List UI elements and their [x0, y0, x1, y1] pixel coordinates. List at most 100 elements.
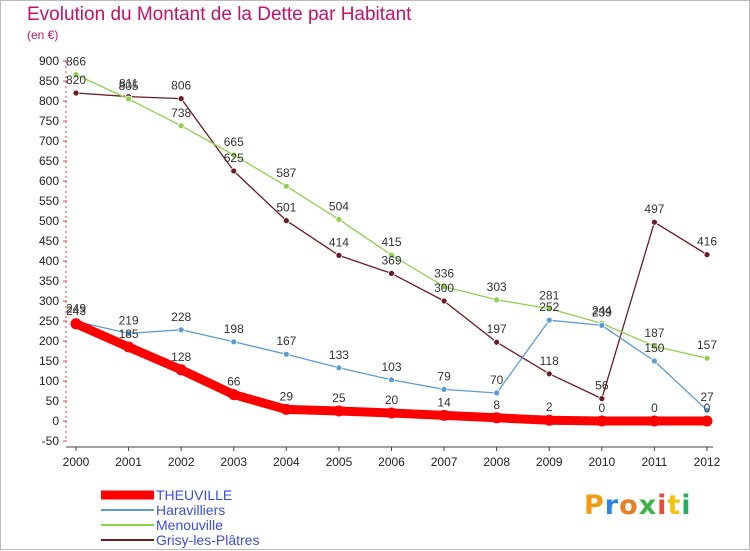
data-label: 252 — [539, 300, 559, 314]
y-tick-label: 200 — [39, 334, 59, 348]
data-label: 66 — [227, 375, 241, 389]
data-point — [333, 405, 345, 417]
x-tick-label: 2010 — [588, 455, 615, 469]
data-point — [701, 415, 713, 427]
data-point — [228, 389, 240, 401]
data-point — [703, 251, 711, 259]
y-tick-label: -50 — [42, 434, 60, 448]
data-label: 0 — [598, 401, 605, 415]
chart-subtitle: (en €) — [27, 28, 59, 42]
data-point — [388, 376, 395, 384]
y-tick-label: 900 — [39, 54, 59, 68]
data-point — [493, 389, 501, 397]
data-point — [651, 357, 658, 365]
data-point — [440, 297, 448, 305]
data-point — [335, 251, 343, 259]
data-label: 369 — [381, 253, 401, 267]
y-tick-label: 350 — [39, 274, 59, 288]
data-point — [177, 95, 185, 102]
data-point — [177, 122, 185, 130]
data-point — [648, 415, 660, 427]
x-tick-label: 2002 — [168, 455, 195, 469]
data-label: 198 — [224, 322, 244, 336]
x-tick-label: 2009 — [536, 455, 563, 469]
data-point — [491, 412, 503, 424]
data-point — [230, 167, 238, 175]
data-label: 128 — [171, 350, 191, 364]
proxiti-logo: Proxiti — [584, 490, 692, 521]
data-label: 300 — [434, 281, 454, 295]
data-label: 103 — [381, 360, 401, 374]
data-label: 504 — [329, 199, 349, 213]
x-tick-label: 2012 — [694, 455, 721, 469]
data-point — [545, 305, 553, 313]
data-label: 56 — [595, 379, 609, 393]
y-tick-label: 400 — [39, 254, 59, 268]
data-label: 29 — [280, 389, 294, 403]
logo-letter: t — [667, 490, 682, 521]
data-point — [70, 318, 82, 330]
data-label: 414 — [329, 235, 349, 249]
y-tick-label: 600 — [39, 174, 59, 188]
y-tick-label: 150 — [39, 354, 59, 368]
data-label: 665 — [224, 135, 244, 149]
data-point — [123, 341, 135, 353]
data-point — [493, 296, 501, 304]
data-label: 0 — [704, 401, 711, 415]
data-point — [543, 414, 555, 426]
legend-label: Haravilliers — [156, 502, 225, 518]
data-label: 133 — [329, 348, 349, 362]
data-label: 501 — [276, 201, 296, 215]
data-point — [545, 370, 553, 378]
data-point — [703, 406, 711, 414]
y-tick-label: 300 — [39, 294, 59, 308]
logo-letter: i — [657, 490, 668, 521]
data-point — [651, 342, 658, 350]
x-tick-label: 2005 — [326, 455, 353, 469]
data-label: 281 — [539, 289, 559, 303]
data-point — [335, 215, 343, 223]
y-tick-label: 450 — [39, 234, 59, 248]
legend-label: Menouville — [156, 517, 223, 533]
data-point — [282, 350, 290, 358]
data-point — [175, 364, 187, 376]
y-tick-label: 750 — [39, 114, 59, 128]
data-point — [230, 338, 238, 346]
data-label: 243 — [66, 304, 86, 318]
data-point — [440, 283, 448, 291]
data-point — [72, 89, 80, 97]
data-point — [598, 321, 606, 329]
data-label: 303 — [487, 280, 507, 294]
data-label: 25 — [332, 391, 346, 405]
data-label: 497 — [644, 202, 664, 216]
data-label: 79 — [437, 369, 451, 383]
legend-label: THEUVILLE — [156, 487, 232, 503]
x-tick-label: 2007 — [431, 455, 458, 469]
data-point — [282, 182, 290, 190]
data-point — [125, 329, 132, 337]
x-tick-label: 2001 — [115, 455, 142, 469]
data-label: 0 — [651, 401, 658, 415]
y-tick-label: 800 — [39, 94, 59, 108]
chart-title: Evolution du Montant de la Dette par Hab… — [27, 4, 412, 25]
data-label: 806 — [171, 79, 191, 93]
data-label: 249 — [66, 301, 86, 315]
y-tick-label: 550 — [39, 194, 59, 208]
data-point — [493, 338, 501, 346]
data-point — [388, 251, 395, 259]
logo-letter: P — [584, 490, 605, 521]
data-label: 738 — [171, 106, 191, 120]
data-label: 197 — [487, 322, 507, 336]
data-label: 185 — [119, 327, 139, 341]
logo-letter: x — [638, 490, 658, 521]
data-point — [651, 218, 658, 226]
data-point — [596, 415, 608, 427]
data-label: 244 — [592, 303, 612, 317]
data-point — [388, 269, 395, 277]
data-point — [440, 385, 448, 393]
x-tick-label: 2011 — [642, 455, 668, 469]
data-point — [230, 151, 238, 159]
y-tick-label: 0 — [52, 414, 59, 428]
